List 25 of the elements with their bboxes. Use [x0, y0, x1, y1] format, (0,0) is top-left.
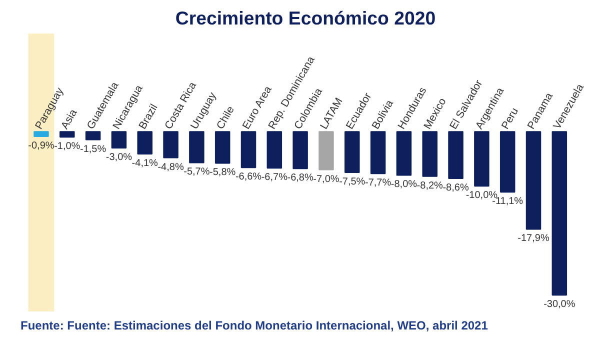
x-tick-label: Asia: [58, 107, 80, 132]
data-label: -6,8%: [287, 172, 314, 184]
x-tick-label: Peru: [499, 106, 522, 132]
data-label: -8,2%: [416, 180, 444, 192]
data-label: -6,6%: [235, 172, 262, 183]
data-label: -8,0%: [390, 179, 418, 190]
data-label: -4,1%: [132, 158, 158, 169]
data-label: -3,0%: [106, 152, 132, 163]
data-label: -11,1%: [492, 196, 524, 208]
data-label: -5,7%: [184, 166, 210, 178]
data-label: -7,0%: [313, 174, 340, 185]
data-label: -7,5%: [339, 176, 366, 188]
data-label: -6,7%: [261, 172, 288, 184]
chart-title: Crecimiento Económico 2020: [175, 8, 436, 28]
data-label: -17,9%: [518, 233, 550, 244]
x-tick-label: Chile: [214, 104, 237, 132]
data-label: -8,6%: [442, 182, 469, 194]
data-label: -4,8%: [158, 162, 184, 173]
data-label: -5,8%: [210, 167, 236, 178]
data-label: -7,7%: [364, 178, 392, 189]
data-label: -1,0%: [54, 141, 80, 152]
data-label: -1,5%: [80, 144, 106, 155]
source-note: Fuente: Fuente: Estimaciones del Fondo Monetario Internacional, WEO, abril 2021: [20, 318, 488, 332]
data-label: -0,9%: [28, 140, 54, 152]
data-label: -30,0%: [544, 299, 576, 310]
